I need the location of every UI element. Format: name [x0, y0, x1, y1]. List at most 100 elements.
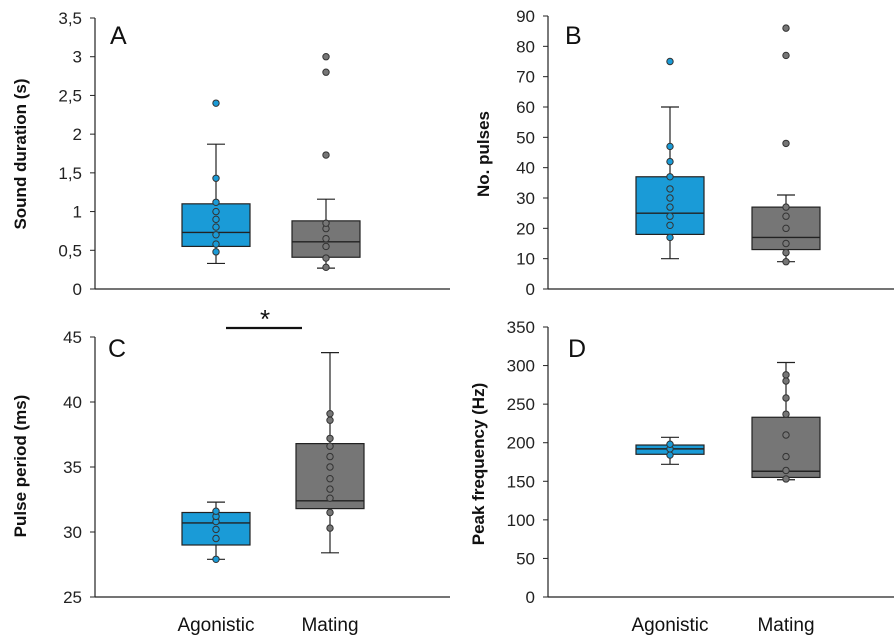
y-tick-label-b: 50: [516, 128, 535, 147]
y-tick-label-b: 0: [526, 280, 535, 299]
data-point-agonistic-d: [666, 451, 674, 459]
data-point-mating-b: [782, 224, 790, 233]
y-tick-label-d: 0: [526, 588, 535, 607]
data-point-mating-b: [782, 248, 790, 257]
data-point-agonistic-a: [212, 240, 220, 248]
data-point-mating-a: [322, 53, 330, 61]
data-point-agonistic-a: [212, 215, 220, 224]
data-point-mating-a: [322, 234, 330, 243]
data-point-agonistic-b: [666, 57, 674, 66]
data-point-agonistic-a: [212, 207, 220, 216]
y-tick-label-d: 250: [507, 395, 535, 414]
panel-a: A Sound duration (s) 0 0,5 1 1,5 2 2,5 3 3,5: [11, 9, 450, 299]
y-tick-label-a: 0: [73, 280, 82, 299]
panel-letter-a: A: [110, 22, 127, 50]
data-point-agonistic-b: [666, 233, 674, 242]
y-tick-label-c: 40: [63, 393, 82, 412]
data-point-mating-d: [782, 377, 790, 385]
data-point-agonistic-b: [666, 194, 674, 202]
y-tick-label-d: 100: [507, 511, 535, 530]
data-point-mating-c: [326, 416, 334, 424]
y-tick-label-b: 60: [516, 98, 535, 117]
data-point-mating-a: [322, 242, 330, 251]
y-axis-label-c: Pulse period (ms): [11, 395, 30, 538]
y-axis-label-b: No. pulses: [474, 111, 493, 197]
data-point-mating-c: [326, 463, 334, 471]
data-point-mating-d: [782, 394, 790, 402]
data-point-agonistic-b: [666, 212, 674, 220]
data-point-mating-a: [322, 254, 330, 262]
data-point-mating-d: [782, 431, 790, 439]
data-point-agonistic-b: [666, 185, 674, 193]
data-point-agonistic-a: [212, 231, 220, 239]
y-tick-label-b: 40: [516, 159, 535, 178]
data-point-mating-d: [782, 466, 790, 475]
y-tick-label-d: 300: [507, 357, 535, 376]
data-point-mating-d: [782, 410, 790, 418]
data-point-mating-c: [326, 452, 334, 461]
x-label-left-mating: Mating: [301, 615, 358, 636]
panel-b: B No. pulses 0 10 20 30 40 50 60 70 80 90: [474, 7, 894, 299]
data-point-agonistic-c: [212, 534, 220, 543]
data-point-mating-c: [326, 524, 334, 532]
data-point-agonistic-b: [666, 157, 674, 166]
data-point-agonistic-a: [212, 248, 220, 256]
y-tick-label-a: 1,5: [58, 164, 82, 183]
y-tick-label-a: 1: [73, 203, 82, 222]
y-tick-label-a: 3: [73, 48, 82, 67]
x-label-left-agonistic: Agonistic: [177, 615, 254, 636]
data-point-mating-c: [326, 410, 334, 418]
y-tick-label-c: 25: [63, 588, 82, 607]
data-point-mating-a: [322, 263, 330, 272]
data-point-mating-b: [782, 258, 790, 266]
data-point-agonistic-c: [212, 525, 220, 534]
panel-letter-b: B: [565, 22, 582, 50]
y-tick-label-d: 200: [507, 434, 535, 453]
data-point-agonistic-b: [666, 221, 674, 230]
data-point-agonistic-b: [666, 173, 674, 181]
data-point-mating-d: [782, 371, 790, 379]
panel-letter-c: C: [108, 335, 126, 363]
data-point-mating-c: [326, 508, 334, 517]
y-tick-label-b: 10: [516, 250, 535, 269]
y-tick-label-c: 30: [63, 523, 82, 542]
data-point-mating-d: [782, 475, 790, 483]
data-point-agonistic-a: [212, 223, 220, 231]
data-point-agonistic-c: [212, 555, 220, 563]
data-point-agonistic-b: [666, 203, 674, 211]
data-point-mating-b: [782, 203, 790, 211]
y-tick-label-d: 50: [516, 549, 535, 568]
x-label-right-mating: Mating: [757, 615, 814, 636]
data-point-mating-b: [782, 139, 790, 148]
panel-letter-d: D: [568, 335, 586, 363]
y-axis-label-a: Sound duration (s): [11, 78, 30, 229]
data-point-mating-a: [322, 151, 330, 159]
data-point-agonistic-a: [212, 198, 220, 206]
data-point-mating-d: [782, 452, 790, 461]
data-point-mating-a: [322, 219, 330, 227]
y-tick-label-b: 20: [516, 219, 535, 238]
data-point-mating-c: [326, 434, 334, 443]
y-tick-label-a: 0,5: [58, 241, 82, 260]
x-label-right-agonistic: Agonistic: [631, 615, 708, 636]
data-point-mating-b: [782, 212, 790, 220]
data-point-mating-b: [782, 239, 790, 248]
y-tick-label-a: 2,5: [58, 86, 82, 105]
data-point-agonistic-a: [212, 99, 220, 107]
data-point-mating-c: [326, 485, 334, 493]
y-axis-label-d: Peak frequency (Hz): [469, 383, 488, 546]
y-tick-label-b: 90: [516, 7, 535, 26]
y-tick-label-c: 45: [63, 328, 82, 347]
data-point-agonistic-c: [212, 507, 220, 515]
y-tick-label-d: 150: [507, 472, 535, 491]
data-point-mating-c: [326, 494, 334, 502]
y-tick-label-b: 30: [516, 189, 535, 208]
y-tick-label-b: 70: [516, 68, 535, 87]
significance-star: *: [260, 304, 270, 334]
y-tick-label-d: 350: [507, 318, 535, 337]
data-point-agonistic-b: [666, 142, 674, 151]
data-point-mating-b: [782, 51, 790, 60]
data-point-mating-b: [782, 24, 790, 32]
y-tick-label-a: 2: [73, 125, 82, 144]
